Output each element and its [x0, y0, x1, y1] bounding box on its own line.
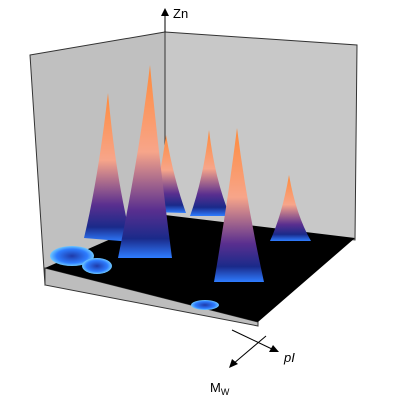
peak: [118, 65, 172, 258]
peak: [270, 175, 311, 241]
blob: [191, 300, 219, 310]
z-label: Zn: [173, 6, 188, 21]
z-arrow: [161, 8, 169, 16]
x-axis: [231, 329, 275, 351]
peak: [84, 93, 132, 242]
blob: [82, 258, 112, 274]
peak: [214, 128, 264, 282]
peak: [190, 130, 230, 216]
y-label: MW: [210, 380, 230, 397]
y-arrow: [229, 359, 238, 368]
x-label: pI: [283, 350, 295, 365]
y-label-subscript: W: [221, 387, 230, 397]
y-axis: [232, 335, 267, 365]
y-label-main: M: [210, 380, 221, 395]
x-arrow: [269, 345, 279, 352]
blob: [50, 246, 94, 266]
